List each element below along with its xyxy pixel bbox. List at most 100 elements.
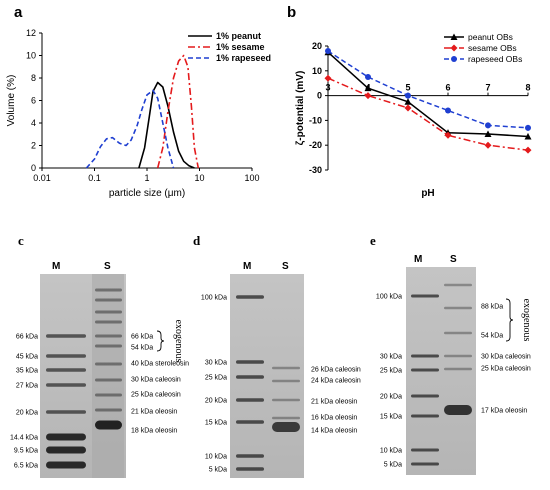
data-point [525, 124, 531, 131]
band-label: 24 kDa caleosin [311, 378, 361, 385]
legend-label: peanut OBs [468, 32, 513, 42]
band-label: 16 kDa oleosin [311, 415, 357, 422]
data-point [445, 107, 451, 114]
y-tick-label: -10 [309, 115, 322, 125]
data-point [324, 74, 332, 82]
series-line [327, 77, 529, 151]
gel-band [236, 360, 264, 364]
data-point [450, 33, 458, 40]
data-point [484, 141, 492, 149]
panel-label-c: c [18, 233, 24, 248]
marker-label: 30 kDa [205, 360, 227, 367]
marker-label: 10 kDa [205, 454, 227, 461]
gel-band [236, 398, 264, 402]
gel-band [236, 467, 264, 471]
gel-e-lane-s: S [450, 254, 457, 265]
y-tick-label: 6 [31, 96, 36, 106]
series-line [327, 50, 529, 129]
gel-band [46, 410, 86, 414]
x-tick-label: 6 [445, 83, 450, 93]
gel-band [46, 334, 86, 338]
bracket [156, 330, 165, 352]
band-label: 66 kDa [131, 334, 153, 341]
x-tick-label: 8 [525, 83, 530, 93]
gel-c-lane-s: S [104, 261, 111, 272]
gel-band [444, 367, 472, 371]
gel-band [236, 375, 264, 379]
x-axis-title: pH [421, 188, 434, 199]
data-point [444, 131, 452, 139]
data-point [524, 146, 532, 154]
x-tick-label: 10 [194, 173, 204, 183]
y-tick-label: 2 [31, 141, 36, 151]
gel-d-lane-s: S [282, 261, 289, 272]
gel-band [95, 320, 122, 324]
gel-band [236, 295, 264, 299]
x-tick-label: 0.1 [88, 173, 101, 183]
exogenous-label: exogenous [173, 320, 184, 363]
band-label: 21 kDa oleosin [311, 399, 357, 406]
data-point [524, 133, 532, 140]
data-point [404, 104, 412, 112]
y-axis-title: ζ-potential (mV) [295, 71, 306, 146]
exogenous-label: exogenous [521, 299, 532, 342]
marker-label: 5 kDa [384, 462, 402, 469]
x-tick-label: 7 [485, 83, 490, 93]
gel-band [95, 344, 122, 348]
legend-label: sesame OBs [468, 43, 517, 53]
gel-c-bands [46, 288, 122, 469]
band-label: 30 kDa caleosin [481, 354, 531, 361]
band-label: 26 kDa caleosin [311, 367, 361, 374]
marker-label: 20 kDa [16, 410, 38, 417]
marker-label: 10 kDa [380, 448, 402, 455]
gel-band [272, 422, 300, 432]
panel-label-d: d [193, 233, 201, 248]
y-tick-label: -20 [309, 140, 322, 150]
marker-label: 15 kDa [205, 420, 227, 427]
panel-label-e: e [370, 233, 376, 248]
gel-band [236, 420, 264, 424]
legend-label: 1% rapeseed [216, 53, 271, 63]
data-point [405, 92, 411, 99]
series-line [327, 51, 529, 138]
gel-e-lane-m: M [414, 254, 422, 265]
y-tick-label: 10 [26, 51, 36, 61]
gel-band [444, 354, 472, 358]
gel-band [46, 368, 86, 372]
y-tick-label: 0 [317, 91, 322, 101]
gel-band [272, 366, 300, 370]
marker-label: 35 kDa [16, 368, 38, 375]
y-tick-label: 8 [31, 73, 36, 83]
marker-label: 45 kDa [16, 354, 38, 361]
band-label: 40 kDa steroleosin [131, 361, 189, 368]
band-label: 18 kDa oleosin [131, 428, 177, 435]
marker-label: 25 kDa [205, 375, 227, 382]
y-axis-title: Volume (%) [6, 75, 17, 127]
band-label: 25 kDa caleosin [131, 392, 181, 399]
gel-band [236, 454, 264, 458]
y-tick-label: 20 [312, 41, 322, 51]
gel-band [46, 354, 86, 358]
gel-band [411, 448, 439, 452]
marker-label: 20 kDa [205, 398, 227, 405]
x-tick-label: 100 [244, 173, 259, 183]
marker-label: 100 kDa [376, 294, 402, 301]
gel-e-bands [411, 283, 472, 466]
y-tick-label: 12 [26, 28, 36, 38]
gel-d-labels: 100 kDa 30 kDa 25 kDa 20 kDa 15 kDa 10 kDa 5 k… [201, 295, 361, 474]
gel-band [95, 408, 122, 412]
panel-label-b: b [287, 4, 296, 21]
data-point [484, 130, 492, 138]
gel-c-sample-lane [92, 274, 124, 478]
gel-band [95, 310, 122, 314]
y-tick-label: 10 [312, 66, 322, 76]
marker-label: 9.5 kDa [14, 448, 38, 455]
legend-label: 1% peanut [216, 31, 261, 41]
gel-band [46, 446, 86, 454]
gel-band [411, 414, 439, 418]
gel-band [46, 461, 86, 469]
data-point [485, 122, 491, 129]
gel-band [444, 405, 472, 415]
x-tick-label: 3 [325, 83, 330, 93]
